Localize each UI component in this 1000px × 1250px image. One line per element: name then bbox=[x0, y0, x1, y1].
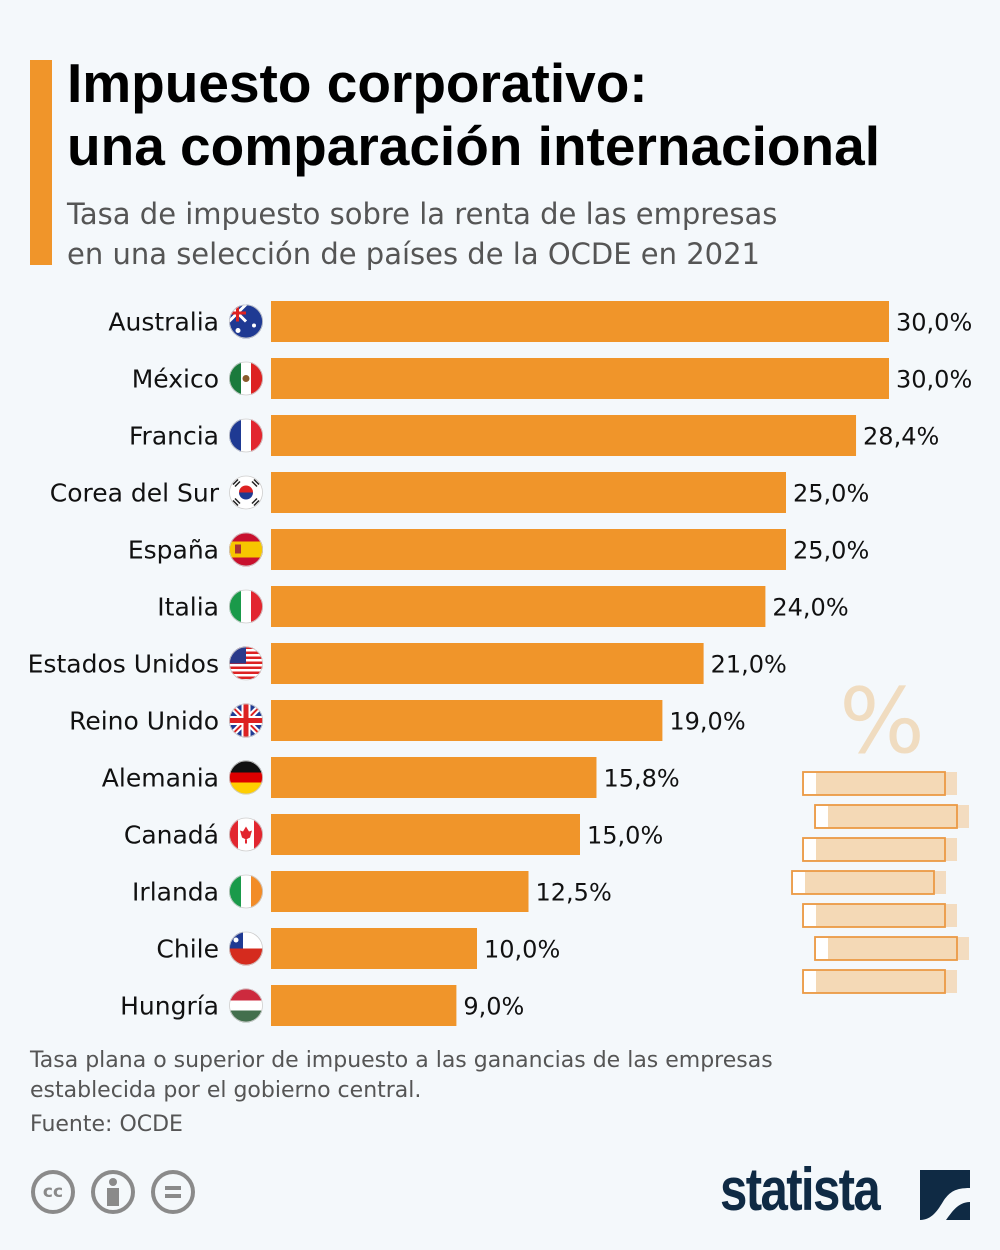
category-label: Alemania bbox=[102, 764, 219, 793]
category-label: Canadá bbox=[124, 821, 219, 850]
subtitle: Tasa de impuesto sobre la renta de las e… bbox=[67, 194, 777, 274]
bar bbox=[271, 643, 704, 684]
value-label: 21,0% bbox=[711, 651, 787, 679]
hungary-flag-icon bbox=[229, 988, 263, 1023]
value-label: 19,0% bbox=[669, 708, 745, 736]
title-accent-bar bbox=[30, 60, 52, 265]
bar bbox=[271, 529, 786, 570]
mexico-flag-icon bbox=[229, 361, 263, 396]
source: Fuente: OCDE bbox=[30, 1112, 183, 1137]
value-label: 9,0% bbox=[463, 993, 524, 1021]
cc-icon: cc bbox=[31, 1170, 75, 1214]
category-label: Estados Unidos bbox=[28, 650, 219, 679]
category-label: Chile bbox=[156, 935, 219, 964]
title-line-2: una comparación internacional bbox=[67, 115, 880, 177]
bar bbox=[271, 985, 457, 1026]
germany-flag-icon bbox=[229, 760, 263, 795]
bar bbox=[271, 814, 580, 855]
page-title: Impuesto corporativo: una comparación in… bbox=[67, 52, 880, 178]
statista-logo: statista bbox=[720, 1156, 881, 1223]
bar bbox=[271, 358, 889, 399]
category-label: Australia bbox=[108, 308, 219, 337]
footnote-line-2: establecida por el gobierno central. bbox=[30, 1078, 422, 1103]
category-label: Corea del Sur bbox=[50, 479, 220, 508]
value-label: 15,8% bbox=[603, 765, 679, 793]
category-label: España bbox=[128, 536, 219, 565]
bar-chart: Australia 30,0% México 30,0% Francia 28,4% Cor… bbox=[28, 301, 972, 1026]
bar bbox=[271, 472, 786, 513]
category-label: México bbox=[132, 365, 219, 394]
value-label: 15,0% bbox=[587, 822, 663, 850]
value-label: 25,0% bbox=[793, 480, 869, 508]
value-label: 10,0% bbox=[484, 936, 560, 964]
bar bbox=[271, 757, 597, 798]
chile-flag-icon bbox=[229, 931, 263, 966]
bar bbox=[271, 415, 857, 456]
spain-flag-icon bbox=[229, 532, 263, 567]
category-label: Hungría bbox=[120, 992, 219, 1021]
value-label: 25,0% bbox=[793, 537, 869, 565]
value-label: 30,0% bbox=[896, 366, 972, 394]
category-label: Francia bbox=[129, 422, 219, 451]
bar bbox=[271, 871, 529, 912]
no-derivatives-icon bbox=[151, 1170, 195, 1214]
value-label: 30,0% bbox=[896, 309, 972, 337]
canada-flag-icon bbox=[229, 817, 263, 852]
coin-stack-icon: % bbox=[791, 669, 969, 994]
australia-flag-icon bbox=[229, 304, 263, 339]
category-label: Reino Unido bbox=[69, 707, 219, 736]
category-label: Italia bbox=[157, 593, 219, 622]
usa-flag-icon bbox=[229, 646, 263, 681]
percent-symbol: % bbox=[839, 669, 925, 774]
title-line-1: Impuesto corporativo: bbox=[67, 52, 648, 114]
bar bbox=[271, 301, 889, 342]
ireland-flag-icon bbox=[229, 874, 263, 909]
bar bbox=[271, 928, 477, 969]
value-label: 12,5% bbox=[536, 879, 612, 907]
italy-flag-icon bbox=[229, 589, 263, 624]
footnote-line-1: Tasa plana o superior de impuesto a las … bbox=[30, 1048, 773, 1073]
uk-flag-icon bbox=[229, 703, 263, 738]
bar bbox=[271, 586, 766, 627]
value-label: 24,0% bbox=[772, 594, 848, 622]
category-label: Irlanda bbox=[132, 878, 219, 907]
cc-text: cc bbox=[42, 1182, 64, 1202]
attribution-icon bbox=[91, 1170, 135, 1214]
france-flag-icon bbox=[229, 418, 263, 453]
south-korea-flag-icon bbox=[229, 475, 263, 510]
statista-logo-icon bbox=[920, 1170, 970, 1220]
bar bbox=[271, 700, 663, 741]
value-label: 28,4% bbox=[863, 423, 939, 451]
subtitle-line-1: Tasa de impuesto sobre la renta de las e… bbox=[67, 197, 778, 231]
footnote: Tasa plana o superior de impuesto a las … bbox=[30, 1046, 773, 1106]
subtitle-line-2: en una selección de países de la OCDE en… bbox=[67, 237, 761, 271]
